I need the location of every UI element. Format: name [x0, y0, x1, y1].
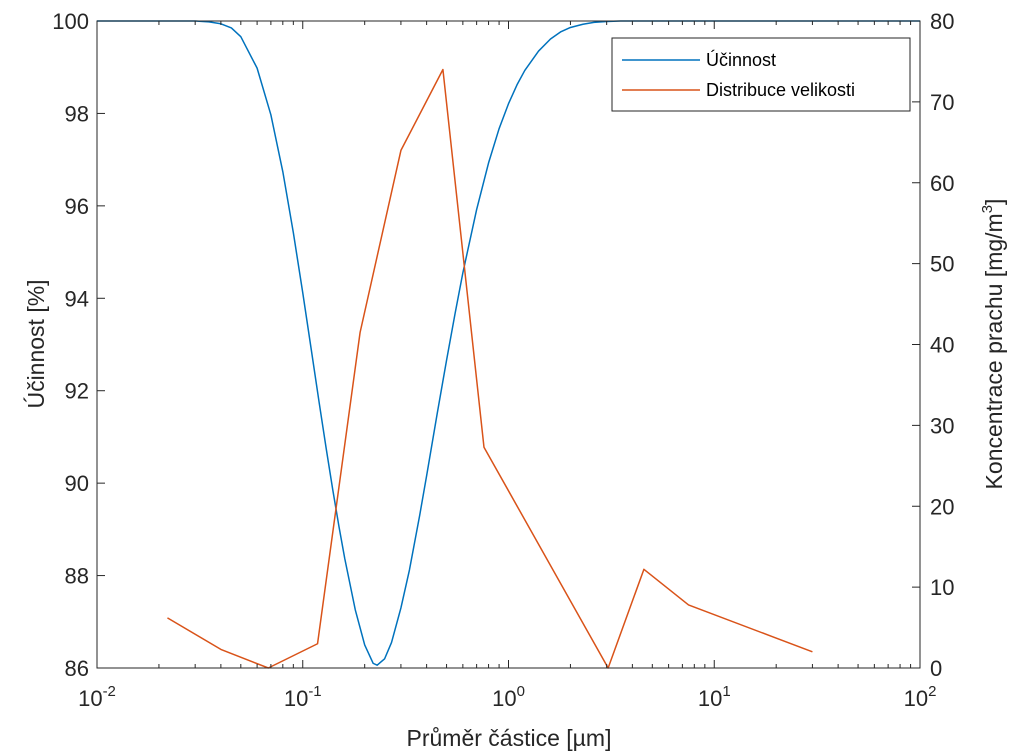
x-tick-label-exponent: 2	[928, 683, 936, 700]
legend: Účinnost Distribuce velikosti	[611, 37, 911, 112]
right-axis-title: Koncentrace prachu [mg/m3]	[979, 199, 1007, 490]
x-tick-label-base: 10	[492, 686, 516, 711]
right-y-tick-label: 30	[930, 413, 954, 438]
left-y-tick-label: 94	[65, 286, 89, 311]
left-y-tick-label: 88	[65, 564, 89, 589]
left-y-tick-label: 86	[65, 656, 89, 681]
axes: 10-2 10-1 100 101 10286889092949698100010203…	[52, 9, 954, 711]
right-y-tick-label: 10	[930, 575, 954, 600]
right-y-tick-label: 0	[930, 656, 942, 681]
x-tick-label-exponent: -1	[308, 683, 321, 700]
left-y-tick-label: 90	[65, 471, 89, 496]
right-y-tick-label: 60	[930, 171, 954, 196]
right-y-tick-label: 50	[930, 252, 954, 277]
right-y-tick-label: 70	[930, 90, 954, 115]
x-axis-title: Průměr částice [µm]	[407, 725, 612, 751]
left-y-tick-label: 98	[65, 101, 89, 126]
right-y-tick-label: 20	[930, 494, 954, 519]
x-tick-label: 10-1	[284, 683, 322, 711]
x-tick-label: 102	[904, 683, 937, 711]
x-tick-label: 101	[698, 683, 731, 711]
legend-box	[611, 37, 911, 112]
right-y-tick-label: 40	[930, 333, 954, 358]
x-tick-label: 10-2	[78, 683, 116, 711]
left-axis-title: Účinnost [%]	[23, 279, 49, 408]
x-tick-label-base: 10	[284, 686, 308, 711]
right-axis-title-sup: 3	[979, 205, 996, 213]
x-tick-label-base: 10	[78, 686, 102, 711]
x-tick-label-exponent: -2	[103, 683, 116, 700]
x-tick-label: 100	[492, 683, 525, 711]
legend-label-distribution: Distribuce velikosti	[706, 80, 855, 100]
right-axis-title-main: Koncentrace prachu [mg/m	[981, 213, 1007, 489]
left-y-tick-label: 100	[52, 9, 89, 34]
x-tick-label-exponent: 1	[722, 683, 730, 700]
right-y-tick-label: 80	[930, 9, 954, 34]
plot-area	[97, 21, 920, 668]
series-line-efficiency	[97, 20, 920, 666]
legend-label-efficiency: Účinnost	[706, 49, 776, 70]
plot-series	[97, 20, 920, 669]
right-axis-title-close: ]	[981, 199, 1007, 205]
x-tick-label-base: 10	[904, 686, 928, 711]
x-tick-label-base: 10	[698, 686, 722, 711]
series-line-distribution	[167, 68, 813, 669]
x-tick-label-exponent: 0	[517, 683, 525, 700]
left-y-tick-label: 92	[65, 379, 89, 404]
left-y-tick-label: 96	[65, 194, 89, 219]
